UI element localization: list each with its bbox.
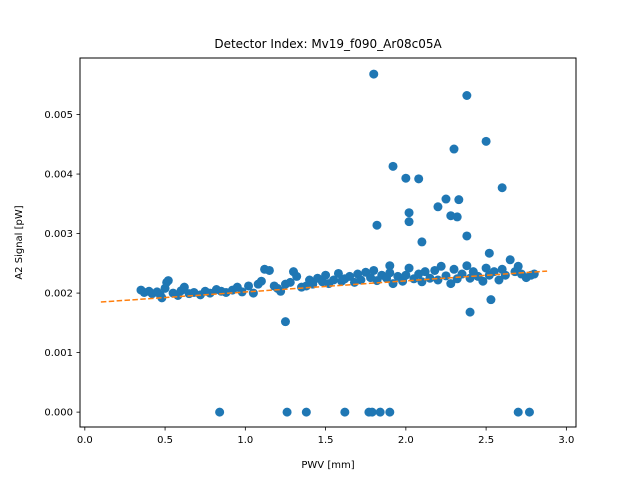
data-point bbox=[404, 208, 414, 218]
data-point bbox=[301, 407, 311, 417]
data-point bbox=[449, 144, 459, 154]
data-point bbox=[329, 275, 339, 285]
y-tick-label: 0.004 bbox=[44, 170, 73, 181]
data-point bbox=[513, 261, 523, 271]
data-point bbox=[441, 194, 451, 204]
data-point bbox=[529, 269, 539, 279]
data-point bbox=[462, 261, 472, 271]
data-point bbox=[388, 161, 398, 171]
data-point bbox=[449, 264, 459, 274]
y-tick-label: 0.001 bbox=[44, 348, 73, 359]
data-point bbox=[264, 265, 274, 275]
data-point bbox=[356, 275, 366, 285]
data-point bbox=[454, 195, 464, 205]
data-point bbox=[433, 202, 443, 212]
x-tick-label: 0.5 bbox=[157, 435, 173, 446]
data-point bbox=[385, 268, 395, 278]
data-point bbox=[385, 261, 395, 271]
data-point bbox=[417, 277, 427, 287]
x-tick-label: 1.5 bbox=[318, 435, 334, 446]
y-tick-label: 0.005 bbox=[44, 110, 73, 121]
data-point bbox=[244, 281, 254, 291]
x-tick-label: 2.5 bbox=[478, 435, 494, 446]
x-tick-label: 3.0 bbox=[558, 435, 574, 446]
data-point bbox=[256, 276, 266, 286]
x-tick-label: 2.0 bbox=[398, 435, 414, 446]
x-tick-label: 0.0 bbox=[77, 435, 93, 446]
data-point bbox=[446, 279, 456, 289]
data-point bbox=[513, 407, 523, 417]
data-point bbox=[179, 282, 189, 292]
fit-line bbox=[100, 270, 548, 303]
data-point bbox=[524, 407, 534, 417]
data-point bbox=[401, 173, 411, 183]
data-point bbox=[369, 265, 379, 275]
data-point bbox=[484, 248, 494, 258]
data-point bbox=[385, 407, 395, 417]
data-point bbox=[462, 91, 472, 100]
data-point bbox=[215, 407, 225, 417]
data-point bbox=[433, 275, 443, 285]
data-point bbox=[500, 270, 510, 280]
data-point bbox=[425, 273, 435, 283]
chart-title: Detector Index: Mv19_f090_Ar08c05A bbox=[214, 37, 442, 51]
y-tick-label: 0.003 bbox=[44, 229, 73, 240]
y-tick-label: 0.002 bbox=[44, 289, 73, 300]
data-point bbox=[280, 317, 290, 327]
data-point bbox=[446, 211, 456, 221]
data-point bbox=[497, 183, 507, 193]
data-point bbox=[404, 263, 414, 273]
data-point bbox=[163, 276, 173, 286]
data-point bbox=[494, 275, 504, 285]
data-point bbox=[248, 288, 258, 298]
plot-frame bbox=[79, 57, 577, 428]
data-point bbox=[333, 268, 343, 278]
data-point bbox=[401, 270, 411, 280]
data-point bbox=[157, 293, 167, 303]
data-point bbox=[505, 255, 515, 265]
data-point bbox=[372, 220, 382, 230]
data-point bbox=[345, 271, 355, 281]
data-point bbox=[282, 407, 292, 417]
data-point bbox=[292, 271, 302, 281]
data-point bbox=[430, 265, 440, 275]
x-axis-title: PWV [mm] bbox=[301, 460, 354, 471]
data-point bbox=[465, 307, 475, 317]
data-point bbox=[340, 407, 350, 417]
data-point bbox=[486, 295, 496, 305]
data-point bbox=[478, 276, 488, 286]
data-point bbox=[237, 287, 247, 297]
data-point bbox=[369, 69, 379, 79]
data-point bbox=[414, 174, 424, 184]
data-point bbox=[481, 263, 491, 273]
y-tick-label: 0.000 bbox=[44, 408, 73, 419]
data-point bbox=[321, 270, 331, 280]
y-axis: 0.000 0.001 0.002 0.003 0.004 0.005 bbox=[44, 110, 80, 419]
y-axis-title: A2 Signal [pW] bbox=[14, 205, 25, 279]
data-point bbox=[367, 407, 377, 417]
data-point bbox=[285, 277, 295, 287]
data-point bbox=[417, 237, 427, 247]
data-point bbox=[420, 267, 430, 277]
x-tick-label: 1.0 bbox=[237, 435, 253, 446]
data-point bbox=[462, 231, 472, 241]
data-point bbox=[375, 407, 385, 417]
x-axis: 0.0 0.5 1.0 1.5 2.0 2.5 3.0 bbox=[77, 427, 574, 446]
plot-area bbox=[100, 69, 548, 417]
data-point bbox=[436, 261, 446, 271]
data-point bbox=[481, 136, 491, 146]
data-point bbox=[308, 279, 318, 289]
data-point bbox=[404, 217, 414, 227]
